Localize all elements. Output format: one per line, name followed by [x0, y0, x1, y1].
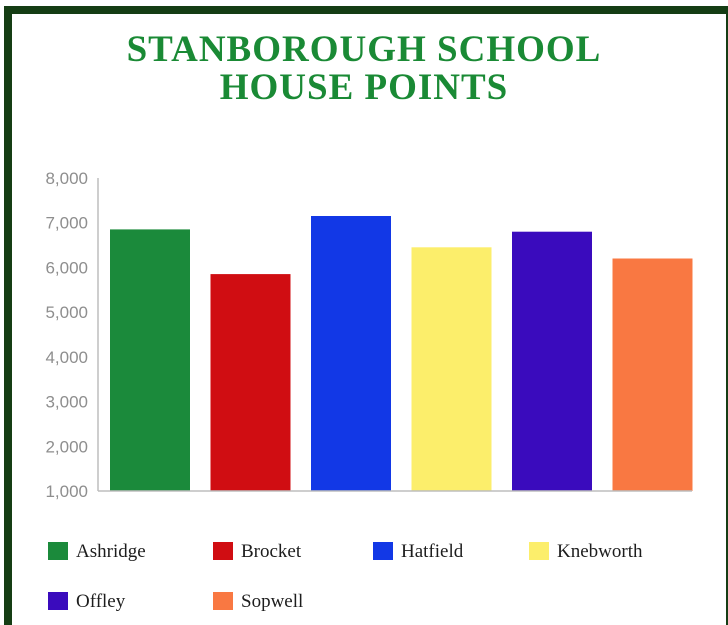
legend-swatch-hatfield	[373, 542, 393, 560]
bar-offley	[512, 231, 592, 491]
legend-label-sopwell: Sopwell	[241, 591, 303, 612]
legend-label-hatfield: Hatfield	[401, 541, 464, 562]
legend-swatch-ashridge	[48, 542, 68, 560]
y-tick-label: 2,000	[45, 437, 88, 456]
y-tick-label: 6,000	[45, 258, 88, 277]
legend-swatch-brocket	[213, 542, 233, 560]
legend-label-knebworth: Knebworth	[557, 541, 643, 562]
y-tick-label: 8,000	[45, 169, 88, 188]
legend-swatch-sopwell	[213, 592, 233, 610]
bar-sopwell	[612, 258, 693, 491]
y-tick-label: 5,000	[45, 303, 88, 322]
bar-knebworth	[411, 247, 492, 491]
legend-swatch-knebworth	[529, 542, 549, 560]
chart-title-line-2: HOUSE POINTS	[219, 67, 509, 108]
legend-swatch-offley	[48, 592, 68, 610]
bar-hatfield	[311, 216, 391, 491]
bar-brocket	[210, 274, 291, 491]
y-tick-label: 4,000	[45, 348, 88, 367]
y-tick-label: 1,000	[45, 482, 88, 501]
legend-label-brocket: Brocket	[241, 541, 302, 562]
y-tick-label: 3,000	[45, 393, 88, 412]
bar-ashridge	[110, 229, 190, 491]
y-tick-label: 7,000	[45, 214, 88, 233]
legend-label-offley: Offley	[76, 591, 126, 612]
chart-title-line-1: STANBOROUGH SCHOOL	[126, 29, 602, 70]
legend-label-ashridge: Ashridge	[76, 541, 146, 562]
